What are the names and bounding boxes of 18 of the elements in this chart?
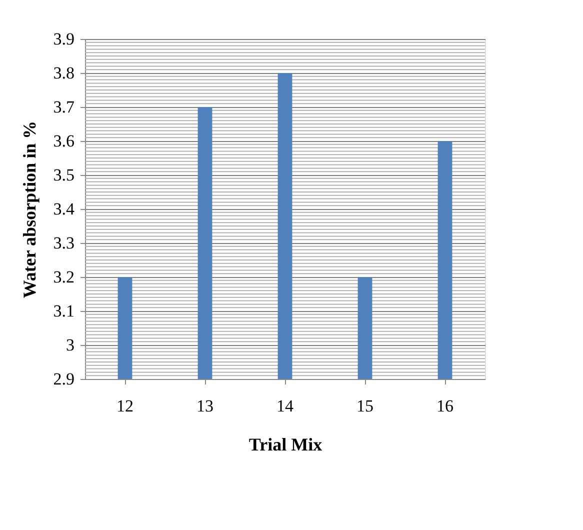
y-tick-label: 3.4: [53, 200, 75, 218]
x-axis-title: Trial Mix: [248, 434, 322, 454]
y-tick-label: 3.5: [53, 166, 74, 184]
y-tick-label: 3.7: [53, 98, 75, 116]
x-tick-label: 15: [356, 396, 374, 416]
x-tick-label: 13: [196, 396, 214, 416]
y-tick-label: 3.9: [53, 30, 74, 48]
x-tick-label: 14: [276, 396, 294, 416]
y-tick-label: 2.9: [53, 370, 74, 388]
y-tick-label: 3: [66, 336, 74, 354]
y-tick-label: 3.2: [53, 268, 74, 286]
x-tick-label: 16: [436, 396, 454, 416]
y-tick-label: 3.8: [53, 64, 74, 82]
y-axis-title: Water absorption in %: [19, 120, 40, 298]
y-tick-label: 3.3: [53, 234, 74, 252]
y-tick-label: 3.6: [53, 132, 74, 150]
y-tick-label: 3.1: [53, 302, 74, 320]
x-tick-label: 12: [116, 396, 134, 416]
